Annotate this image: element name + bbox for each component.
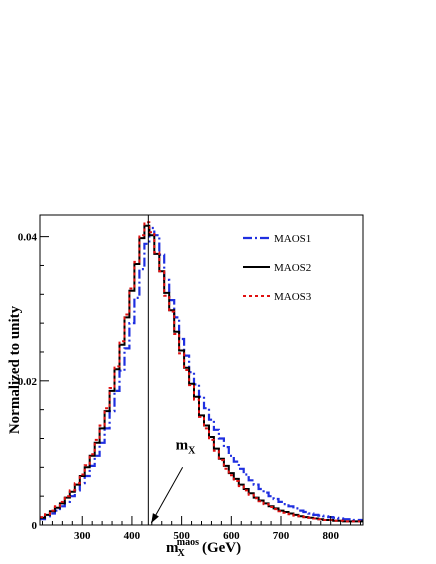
x-axis-label-unit: (GeV): [202, 540, 241, 556]
x-tick-label: 400: [124, 530, 141, 542]
legend-label-maos1: MAOS1: [274, 233, 311, 245]
y-axis-label: Normalized to unity: [7, 305, 23, 434]
y-tick-label: 0.04: [18, 232, 38, 244]
x-axis-label-base: m: [166, 540, 179, 556]
mx-annotation-sub: X: [188, 445, 196, 456]
mx-annotation: mX: [150, 437, 197, 524]
axis-ticks: 300 400 500 600 700 800 0 0.02 0.04: [18, 232, 362, 542]
legend-label-maos2: MAOS2: [274, 262, 311, 274]
x-axis-label-sup: maos: [177, 537, 199, 548]
legend-label-maos3: MAOS3: [274, 291, 312, 303]
x-tick-label: 500: [173, 530, 190, 542]
mx-arrow: [150, 467, 184, 524]
series-maos3: [40, 221, 363, 523]
series-layer: [40, 221, 363, 523]
x-axis-label: mXmaos (GeV): [166, 537, 241, 559]
y-tick-label: 0: [32, 520, 38, 532]
x-tick-label: 700: [273, 530, 290, 542]
x-tick-label: 800: [322, 530, 339, 542]
x-tick-label: 600: [223, 530, 240, 542]
y-tick-label: 0.02: [18, 376, 38, 388]
mx-annotation-base: m: [176, 437, 189, 453]
mx-annotation-label: mX: [176, 437, 197, 456]
x-axis-label-sub: X: [178, 548, 186, 559]
series-maos1: [40, 226, 363, 522]
plot-frame: [39, 214, 364, 526]
x-tick-label: 300: [74, 530, 91, 542]
mx-arrowhead: [151, 513, 159, 523]
legend: MAOS1 MAOS2 MAOS3: [243, 233, 312, 303]
